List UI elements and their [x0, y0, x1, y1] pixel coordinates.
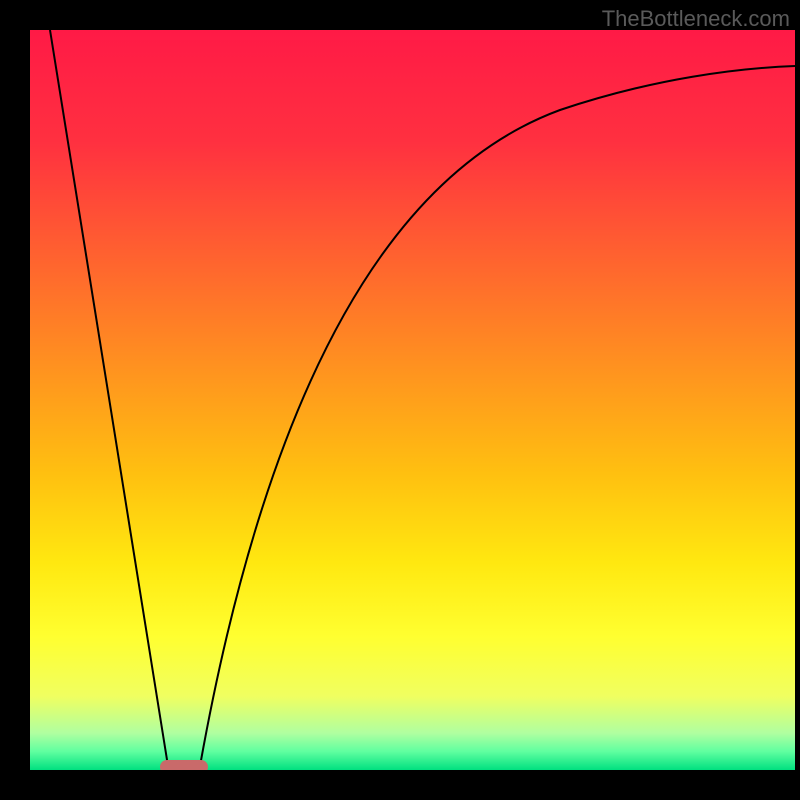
- bottleneck-chart: [0, 0, 800, 800]
- frame-bottom: [0, 770, 800, 800]
- gradient-background: [30, 30, 795, 770]
- chart-container: TheBottleneck.com: [0, 0, 800, 800]
- frame-left: [0, 0, 30, 800]
- frame-right: [795, 0, 800, 800]
- watermark-text: TheBottleneck.com: [602, 6, 790, 32]
